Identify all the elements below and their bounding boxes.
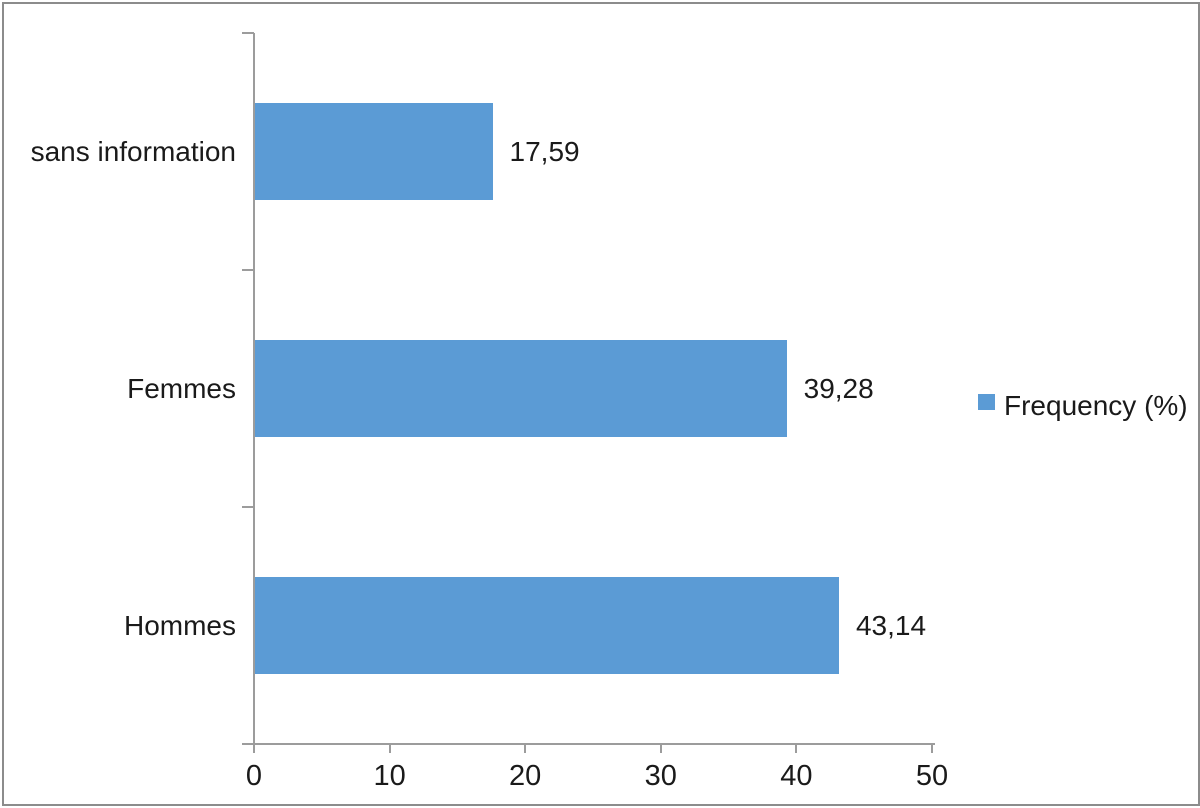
plot-area: sans information 17,59 Femmes 39,28 Hommes 43…	[4, 4, 1198, 804]
y-axis-line	[253, 33, 255, 744]
x-axis-tick	[659, 744, 662, 753]
x-axis-tick-label: 10	[373, 760, 406, 792]
bar	[254, 103, 493, 200]
bar-value-label: 17,59	[509, 135, 580, 167]
category-label: Femmes	[127, 372, 236, 404]
x-axis-tick-label: 20	[509, 760, 542, 792]
x-axis-tick	[388, 744, 391, 753]
y-axis-tick	[242, 743, 254, 745]
y-axis-tick	[242, 506, 254, 508]
x-axis-line	[253, 743, 935, 745]
x-axis-tick-label: 0	[245, 760, 263, 792]
y-axis-tick	[242, 269, 254, 271]
category-label: sans information	[30, 135, 236, 167]
y-axis-tick	[242, 32, 254, 34]
x-axis-tick	[253, 744, 255, 753]
x-axis-tick	[931, 744, 933, 753]
x-axis-tick-label: 30	[644, 760, 677, 792]
x-axis-tick-label: 40	[780, 760, 813, 792]
x-axis-tick	[524, 744, 527, 753]
category-label: Hommes	[123, 609, 236, 641]
bar-value-label: 39,28	[803, 372, 874, 404]
x-axis-tick-label: 50	[915, 760, 949, 792]
bar	[254, 577, 839, 674]
bar-value-label: 43,14	[855, 609, 927, 641]
legend: Frequency (%)	[978, 386, 1188, 426]
legend-swatch-icon	[978, 394, 995, 410]
legend-label: Frequency (%)	[1004, 390, 1188, 421]
bar	[254, 340, 787, 437]
x-axis-tick	[795, 744, 798, 753]
